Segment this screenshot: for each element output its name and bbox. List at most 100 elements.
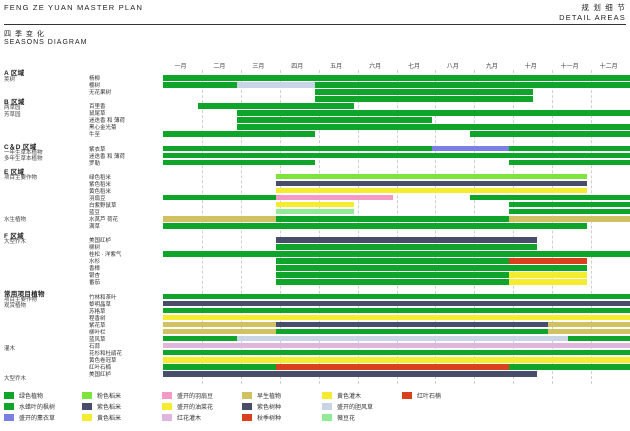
section-label: 常用项目植物	[4, 291, 45, 298]
legend-swatch	[162, 402, 172, 410]
season-bar	[163, 293, 630, 300]
season-bar	[163, 75, 630, 81]
season-bar	[163, 342, 630, 349]
month-label: 二月	[213, 64, 226, 70]
legend-label: 盛开的羽扇豆	[177, 393, 214, 400]
legend-label: 早生植物	[257, 393, 282, 400]
plant-label: 黄色卷冠草	[89, 358, 117, 364]
plant-label: 番茄	[89, 280, 101, 287]
legend-swatch	[322, 413, 332, 421]
group-label: 两草园	[4, 105, 21, 111]
plant-label: 紫色稻米	[89, 181, 112, 188]
legend-label: 绿色植物	[19, 393, 44, 400]
plant-label: 满草	[89, 224, 101, 231]
plant-label: 蓝风草	[89, 336, 106, 343]
group-label: 大型乔木	[4, 376, 27, 382]
plant-label: 红叶石楠	[89, 365, 112, 372]
legend-label: 盛开的油菜花	[177, 404, 214, 411]
plan-title: FENG ZE YUAN MASTER PLAN	[4, 3, 144, 12]
month-label: 十二月	[599, 64, 618, 70]
season-bar	[275, 258, 510, 264]
season-bar	[275, 272, 510, 278]
season-bar	[275, 194, 393, 201]
legend-swatch	[162, 413, 172, 421]
season-bar	[509, 201, 630, 208]
plant-label: 程香树	[89, 315, 106, 322]
section-label: C＆D 区域	[4, 144, 37, 151]
subtitle-en: SEASONS DIAGRAM	[4, 39, 88, 46]
legend-swatch	[82, 391, 92, 399]
month-label: 三月	[252, 64, 265, 70]
legend-item: 早生植物	[242, 389, 281, 401]
season-bar	[275, 180, 588, 187]
season-bar	[163, 328, 276, 335]
legend-label: 薇豆花	[337, 415, 356, 422]
plant-label: 黑心金光菊	[89, 125, 117, 132]
legend-label: 红叶石楠	[417, 393, 442, 400]
season-bar	[509, 272, 588, 278]
season-bar	[275, 208, 354, 215]
season-bar	[198, 103, 354, 109]
plant-label: 美国红栌	[89, 372, 112, 379]
plant-label: 桂松 · 洋紫气	[89, 252, 122, 259]
plant-label: 樱树	[89, 83, 101, 90]
plant-label: 迷迭香 和 薄荷	[89, 153, 126, 160]
plant-label: 银杏	[89, 273, 101, 280]
legend-label: 粉色稻米	[97, 393, 122, 400]
legend-item: 盛开的薰衣草	[4, 411, 55, 423]
season-bar	[275, 216, 510, 222]
legend-label: 黄色灌木	[337, 393, 362, 400]
legend-item: 秋季树种	[242, 411, 281, 423]
plant-label: 紫花草	[89, 322, 106, 329]
legend-swatch	[322, 391, 332, 399]
plant-label: 水杉	[89, 259, 101, 266]
season-bar	[163, 300, 630, 307]
group-label: 观赏植物	[4, 303, 27, 309]
plant-label: 竹林和茶叶	[89, 294, 117, 301]
legend-item: 红花灌木	[162, 411, 201, 423]
legend-item: 红叶石楠	[402, 389, 441, 401]
season-bar	[275, 244, 537, 250]
plant-label: 柳树	[89, 245, 101, 252]
season-bar	[509, 145, 630, 151]
group-label: 水生植物	[4, 217, 27, 223]
season-bar	[275, 237, 537, 243]
season-bar	[509, 258, 588, 264]
season-bar	[548, 328, 630, 335]
legend-item: 盛开的油菜花	[162, 400, 213, 412]
plant-label: 花杉和杜鹃花	[89, 350, 123, 357]
group-label: 大型乔木	[4, 239, 27, 245]
plant-label: 蓝豆	[89, 209, 101, 216]
plant-label: 绿色稻米	[89, 174, 112, 181]
season-bar	[275, 187, 588, 194]
legend-item: 薇豆花	[322, 411, 355, 423]
season-bar	[236, 117, 432, 123]
season-bar	[431, 145, 510, 151]
legend-swatch	[242, 402, 252, 410]
plant-label: 黄色稻米	[89, 188, 112, 195]
section-label: B 区域	[4, 99, 25, 106]
legend-label: 黄色稻米	[97, 415, 122, 422]
season-bar	[470, 194, 630, 201]
season-bar	[163, 82, 237, 88]
season-bar	[163, 314, 630, 321]
season-bar	[275, 364, 510, 370]
season-bar	[236, 82, 315, 88]
season-bar	[236, 110, 630, 116]
season-bar	[567, 335, 630, 342]
plant-label: 羽扇豆	[89, 195, 106, 202]
month-label: 七月	[407, 64, 421, 70]
season-bar	[236, 124, 630, 130]
plant-label: 香樟	[89, 266, 101, 273]
season-bar	[163, 131, 315, 137]
season-bar	[163, 371, 537, 377]
month-label: 四月	[291, 64, 304, 70]
legend-swatch	[242, 391, 252, 399]
legend-item: 紫色稻米	[82, 400, 121, 412]
header-rule	[4, 24, 626, 25]
season-bar	[163, 251, 630, 257]
season-bar	[314, 96, 533, 102]
legend-label: 盛开的胆风草	[337, 404, 374, 411]
legend-swatch	[4, 413, 14, 421]
group-label: 荚树	[4, 77, 16, 83]
